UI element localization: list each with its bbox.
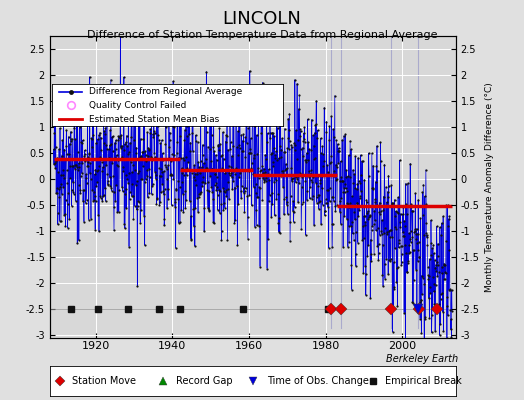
Text: LINCOLN: LINCOLN: [223, 10, 301, 28]
Text: Difference of Station Temperature Data from Regional Average: Difference of Station Temperature Data f…: [87, 30, 437, 40]
Text: Quality Control Failed: Quality Control Failed: [89, 100, 187, 110]
Y-axis label: Monthly Temperature Anomaly Difference (°C): Monthly Temperature Anomaly Difference (…: [485, 82, 494, 292]
Text: Empirical Break: Empirical Break: [385, 376, 462, 386]
Text: Time of Obs. Change: Time of Obs. Change: [267, 376, 369, 386]
Text: Station Move: Station Move: [72, 376, 136, 386]
Text: Berkeley Earth: Berkeley Earth: [386, 354, 458, 364]
Text: Estimated Station Mean Bias: Estimated Station Mean Bias: [89, 115, 220, 124]
Text: Difference from Regional Average: Difference from Regional Average: [89, 87, 243, 96]
Text: Record Gap: Record Gap: [176, 376, 232, 386]
